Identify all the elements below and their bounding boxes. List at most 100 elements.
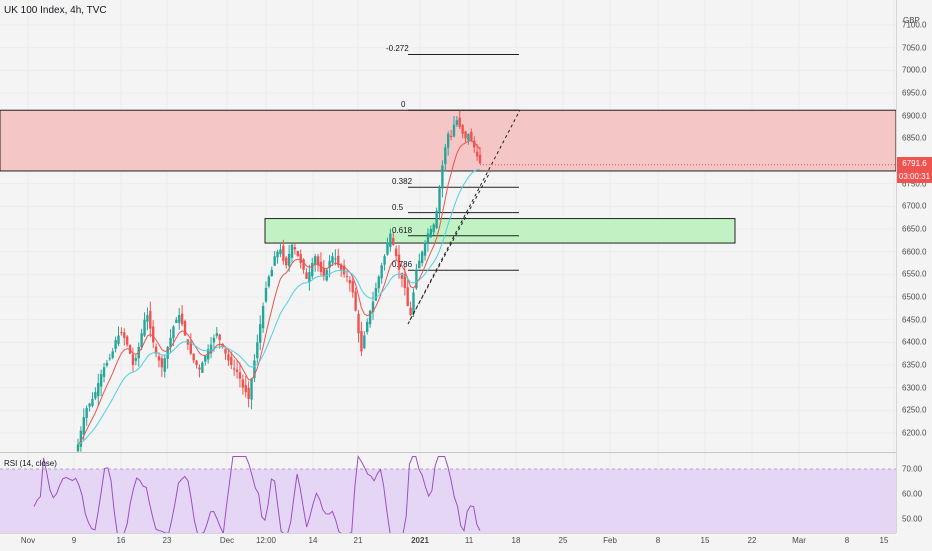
candle: [105, 362, 109, 366]
time-axis[interactable]: [0, 533, 896, 551]
candle: [392, 238, 395, 245]
candle: [467, 133, 470, 141]
fib-level-label: 0.382: [392, 177, 413, 187]
candle: [85, 408, 88, 418]
candle: [195, 360, 198, 365]
candle: [235, 369, 239, 372]
candle: [394, 248, 398, 257]
candle: [449, 136, 453, 138]
time-tick-label: 12:00: [255, 536, 277, 545]
time-tick-label: 9: [71, 536, 77, 545]
rsi-band: [0, 469, 896, 533]
price-tick-label: 6750.0: [902, 179, 927, 189]
trendline-lower: [409, 171, 491, 321]
candle: [134, 358, 138, 361]
candle: [293, 247, 297, 250]
candle: [287, 253, 291, 267]
candle: [475, 151, 479, 157]
candle: [276, 251, 279, 258]
candle: [446, 133, 450, 148]
time-tick-label: 8: [844, 536, 850, 545]
time-tick-label: Dec: [219, 536, 235, 545]
time-tick-label: Nov: [20, 536, 36, 545]
candle: [458, 117, 461, 127]
candle: [123, 332, 126, 338]
candle: [357, 313, 360, 334]
candle: [79, 430, 83, 447]
candle: [406, 287, 409, 307]
candle: [198, 367, 201, 370]
candle: [99, 374, 103, 387]
candle: [461, 124, 464, 134]
price-tick-label: 6550.0: [902, 269, 927, 279]
rsi-title: RSI (14, close): [4, 459, 57, 468]
candle: [172, 326, 175, 339]
candle: [420, 251, 424, 264]
candle: [131, 354, 135, 365]
candle: [432, 224, 435, 233]
currency-label: GBP: [903, 16, 920, 25]
candle: [114, 340, 117, 349]
candle: [178, 315, 181, 323]
candle: [209, 344, 213, 354]
price-tick-label: 6500.0: [902, 292, 927, 302]
price-tick-label: 7050.0: [902, 43, 927, 53]
candle: [339, 264, 343, 270]
demand-zone: [264, 218, 736, 244]
candle: [151, 326, 155, 343]
candle: [102, 367, 106, 377]
candle: [215, 333, 219, 336]
candle: [383, 256, 386, 265]
candle: [212, 337, 216, 343]
rsi-tick-label: 70.00: [902, 464, 923, 474]
candle: [238, 372, 242, 379]
candle: [371, 301, 375, 312]
candle: [227, 354, 230, 361]
candle: [441, 165, 444, 189]
candle: [120, 332, 123, 334]
candle: [97, 383, 100, 397]
candle: [192, 353, 195, 361]
price-tick-label: 6450.0: [902, 315, 927, 325]
candle: [435, 210, 438, 228]
price-tick-label: 7000.0: [902, 65, 927, 75]
candle: [429, 229, 433, 238]
price-tick-label: 6950.0: [902, 88, 927, 98]
candle: [183, 321, 187, 336]
candle: [403, 274, 407, 288]
time-tick-label: 15: [700, 536, 710, 545]
candle: [82, 417, 85, 435]
candle: [149, 310, 152, 329]
candle: [331, 256, 334, 263]
candle: [157, 356, 161, 361]
candle: [409, 307, 412, 316]
candle: [470, 131, 473, 141]
candle: [253, 360, 256, 379]
time-tick-label: 21: [353, 536, 363, 545]
fib-level-label: -0.272: [386, 44, 409, 54]
candle: [180, 313, 184, 325]
candles: [76, 110, 482, 453]
price-chart[interactable]: [0, 0, 896, 533]
candle: [354, 291, 357, 311]
candle: [232, 368, 236, 370]
candle: [143, 319, 146, 336]
candle: [273, 256, 276, 266]
candle: [290, 244, 294, 258]
candle: [386, 242, 389, 255]
price-tick-label: 6900.0: [902, 111, 927, 121]
candle: [351, 281, 354, 293]
candle: [169, 337, 172, 348]
price-tick-label: 6300.0: [902, 383, 927, 393]
pane-divider[interactable]: [0, 452, 896, 453]
candle: [308, 272, 311, 283]
candle: [377, 276, 380, 289]
candle: [88, 403, 91, 407]
price-axis[interactable]: [896, 0, 932, 533]
ema-slow-line: [77, 168, 481, 445]
candle: [400, 272, 404, 279]
candle: [464, 131, 467, 139]
candle: [256, 342, 259, 359]
candle: [160, 358, 164, 368]
candle: [438, 188, 441, 212]
